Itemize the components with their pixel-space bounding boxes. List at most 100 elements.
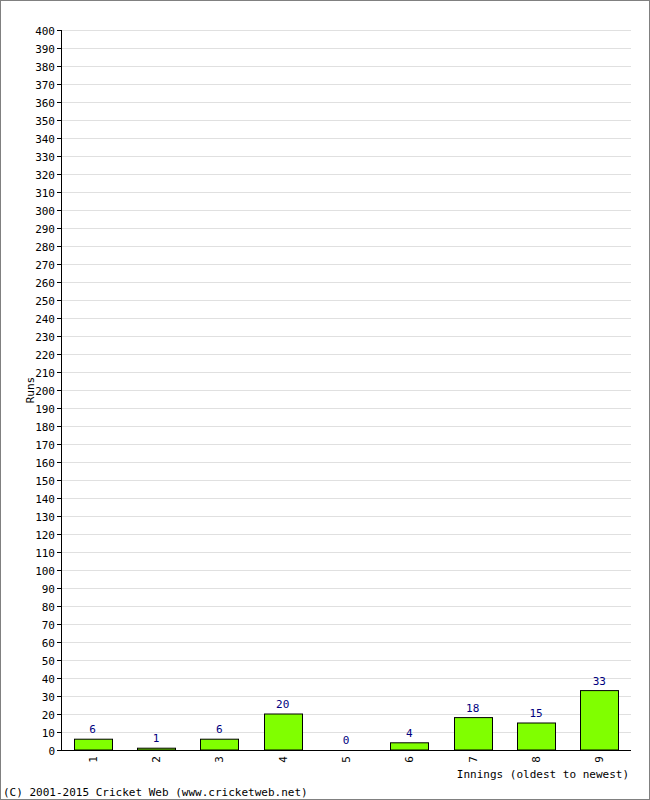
y-tick — [57, 462, 61, 463]
y-tick — [57, 750, 61, 751]
y-tick-label: 140 — [35, 493, 55, 506]
y-tick — [57, 552, 61, 553]
y-tick — [57, 102, 61, 103]
data-label: 6 — [216, 723, 223, 736]
grid-line — [61, 678, 631, 679]
bar — [265, 714, 303, 750]
y-tick-label: 200 — [35, 385, 55, 398]
data-label: 1 — [153, 732, 160, 745]
y-tick-label: 190 — [35, 403, 55, 416]
data-label: 6 — [89, 723, 96, 736]
y-tick — [57, 714, 61, 715]
grid-line — [61, 516, 631, 517]
grid-line — [61, 588, 631, 589]
y-tick — [57, 624, 61, 625]
frame — [1, 1, 650, 800]
y-tick — [57, 696, 61, 697]
grid-line — [61, 192, 631, 193]
y-tick-label: 130 — [35, 511, 55, 524]
x-axis — [61, 750, 631, 751]
y-tick — [57, 372, 61, 373]
x-tick-label: 8 — [530, 756, 543, 763]
y-tick — [57, 426, 61, 427]
bar — [138, 748, 176, 750]
chart: 0102030405060708090100110120130140150160… — [0, 0, 650, 800]
data-label: 15 — [529, 707, 542, 720]
y-tick — [57, 66, 61, 67]
y-tick-label: 290 — [35, 223, 55, 236]
y-tick-label: 90 — [42, 583, 55, 596]
grid-line — [61, 156, 631, 157]
grid-line — [61, 552, 631, 553]
y-tick-label: 390 — [35, 43, 55, 56]
grid-line — [61, 354, 631, 355]
y-tick — [57, 480, 61, 481]
grid-line — [61, 498, 631, 499]
grid-line — [61, 426, 631, 427]
y-tick — [57, 678, 61, 679]
bar — [328, 750, 366, 751]
y-tick — [57, 516, 61, 517]
data-label: 4 — [406, 727, 413, 740]
grid-line — [61, 228, 631, 229]
grid-line — [61, 534, 631, 535]
y-tick-label: 240 — [35, 313, 55, 326]
bar — [581, 691, 619, 750]
y-tick-label: 60 — [42, 637, 55, 650]
y-tick-label: 160 — [35, 457, 55, 470]
x-tick-label: 1 — [87, 756, 100, 763]
grid-line — [61, 210, 631, 211]
y-tick-label: 370 — [35, 79, 55, 92]
y-tick-label: 360 — [35, 97, 55, 110]
bar — [391, 743, 429, 750]
y-tick-label: 110 — [35, 547, 55, 560]
y-tick — [57, 606, 61, 607]
grid-line — [61, 444, 631, 445]
y-tick-label: 310 — [35, 187, 55, 200]
y-tick-label: 250 — [35, 295, 55, 308]
grid-line — [61, 606, 631, 607]
y-tick — [57, 264, 61, 265]
y-tick — [57, 300, 61, 301]
grid-line — [61, 84, 631, 85]
grid-line — [61, 300, 631, 301]
grid-line — [61, 174, 631, 175]
y-tick — [57, 210, 61, 211]
grid-line — [61, 570, 631, 571]
y-tick-label: 220 — [35, 349, 55, 362]
grid-line — [61, 246, 631, 247]
y-tick — [57, 588, 61, 589]
grid-line — [61, 750, 631, 751]
y-tick — [57, 84, 61, 85]
grid-line — [61, 48, 631, 49]
y-tick-label: 50 — [42, 655, 55, 668]
grid-line — [61, 390, 631, 391]
grid-line — [61, 264, 631, 265]
grid-line — [61, 372, 631, 373]
y-axis-label: Runs — [24, 377, 37, 404]
y-tick-label: 300 — [35, 205, 55, 218]
y-tick-label: 150 — [35, 475, 55, 488]
y-tick-label: 180 — [35, 421, 55, 434]
bar — [75, 739, 113, 750]
y-tick — [57, 660, 61, 661]
y-tick — [57, 390, 61, 391]
copyright: (C) 2001-2015 Cricket Web (www.cricketwe… — [3, 786, 308, 799]
y-tick — [57, 732, 61, 733]
x-tick-label: 9 — [593, 756, 606, 763]
y-tick — [57, 48, 61, 49]
grid-line — [61, 30, 631, 31]
x-tick-label: 4 — [277, 756, 290, 763]
y-tick-label: 30 — [42, 691, 55, 704]
bar — [455, 718, 493, 750]
grid-line — [61, 318, 631, 319]
grid-line — [61, 624, 631, 625]
y-tick — [57, 282, 61, 283]
y-tick — [57, 192, 61, 193]
grid-line — [61, 696, 631, 697]
y-tick-label: 10 — [42, 727, 55, 740]
y-tick — [57, 498, 61, 499]
y-tick-label: 0 — [48, 745, 55, 758]
y-tick-label: 270 — [35, 259, 55, 272]
x-tick-label: 2 — [150, 756, 163, 763]
